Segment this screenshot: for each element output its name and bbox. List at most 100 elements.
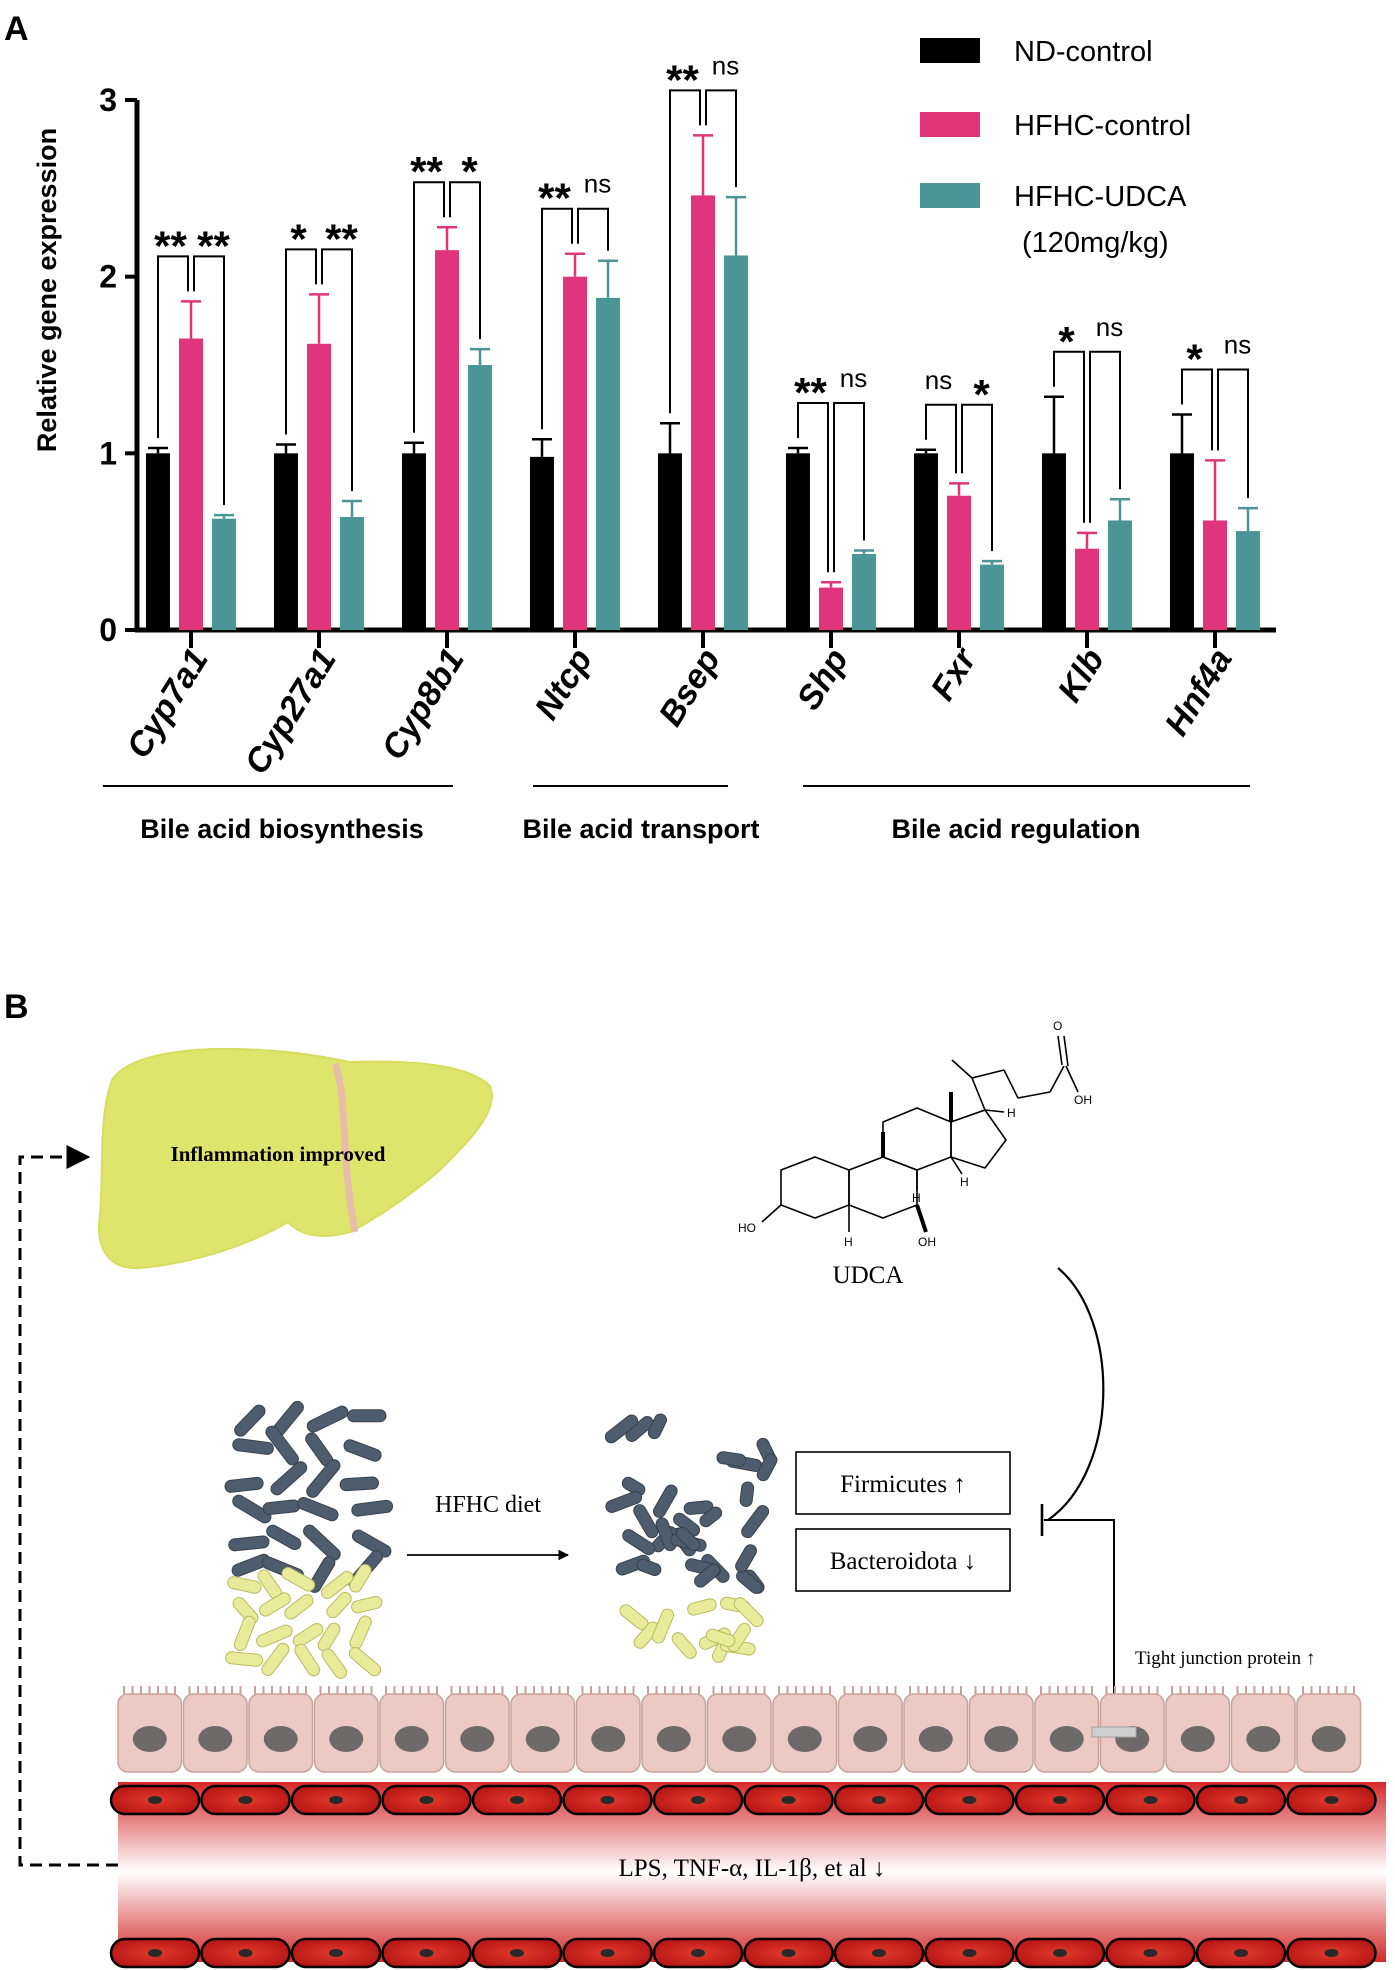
cell-nucleus — [722, 1726, 757, 1752]
cell-nucleus — [853, 1726, 888, 1752]
sig-bracket-left-3 — [541, 207, 573, 430]
cell-nucleus — [525, 1726, 560, 1752]
bacterium-light — [225, 1651, 264, 1667]
rbc-center — [510, 1949, 524, 1957]
bacterium-light — [256, 1624, 293, 1648]
bacterium-light — [261, 1642, 290, 1676]
bacteria-cluster-hfhc — [604, 1413, 778, 1663]
legend-dose: (120mg/kg) — [1022, 227, 1169, 259]
rbc-center — [329, 1796, 343, 1804]
cell-nucleus — [787, 1726, 822, 1752]
rbc-center — [962, 1796, 977, 1804]
bacteroidota-label: Bacteroidota ↓ — [830, 1548, 976, 1575]
rbc-center — [962, 1949, 977, 1957]
rbc-center — [691, 1796, 705, 1804]
rbc-center — [419, 1949, 434, 1957]
legend-label-hfhc-control: HFHC-control — [1014, 110, 1191, 142]
sig-bracket-right-5 — [833, 402, 865, 573]
group-labels: Bile acid biosynthesis Bile acid transpo… — [103, 785, 1250, 844]
bacterium-dark — [270, 1461, 308, 1496]
bacterium-dark — [636, 1558, 662, 1576]
microvilli — [385, 1686, 438, 1694]
bacterium-dark — [343, 1439, 382, 1462]
rbc-center — [691, 1949, 705, 1957]
bar-cyp27a1-hfhc-udca — [340, 516, 364, 630]
bacterium-dark — [262, 1499, 301, 1516]
bacterium-dark — [741, 1505, 770, 1539]
microvilli — [254, 1686, 307, 1694]
bar-fxr-hfhc-udca — [980, 564, 1004, 630]
rbc-center — [872, 1796, 886, 1804]
bacterium-light — [705, 1628, 736, 1648]
sig-label-right-2: * — [461, 148, 478, 195]
udca-label: UDCA — [833, 1262, 904, 1289]
sig-bracket-right-4 — [705, 89, 737, 188]
atom-h-8: H — [912, 1191, 921, 1205]
microvilli — [778, 1686, 831, 1694]
rbc-center — [781, 1796, 796, 1804]
rbc-center — [1324, 1796, 1339, 1804]
liver-label: Inflammation improved — [171, 1142, 386, 1166]
cell-nucleus — [1246, 1726, 1281, 1752]
rbc-center — [1143, 1796, 1158, 1804]
bar-fxr-hfhc-control — [947, 495, 971, 630]
sig-label-left-0: ** — [154, 222, 187, 269]
x-tick-label-shp: Shp — [790, 642, 856, 717]
x-tick-label-hnf4a: Hnf4a — [1157, 642, 1239, 742]
bacterium-dark — [297, 1496, 339, 1522]
bacterium-dark — [699, 1506, 723, 1528]
sig-label-right-6: * — [973, 371, 990, 418]
group-label-regulation: Bile acid regulation — [891, 814, 1140, 844]
blood-vessel: LPS, TNF-α, IL-1β, et al ↓ — [109, 1782, 1386, 1969]
rbc-center — [148, 1796, 162, 1804]
bacterium-dark — [652, 1484, 678, 1518]
bacterium-light — [321, 1648, 348, 1679]
x-tick-label-cyp27a1: Cyp27a1 — [237, 642, 343, 781]
bacterium-dark — [339, 1476, 379, 1492]
bacteria-cluster-healthy — [224, 1400, 394, 1679]
udca-molecule — [761, 1035, 1079, 1233]
bar-ntcp-nd-control — [530, 456, 554, 630]
bacterium-light — [281, 1567, 316, 1592]
microvilli — [1040, 1686, 1093, 1694]
bacterium-light — [671, 1632, 697, 1660]
bacterium-dark — [306, 1459, 341, 1498]
tight-junction-inhibition — [1044, 1519, 1120, 1738]
bar-klb-hfhc-udca — [1108, 520, 1132, 630]
sig-label-right-5: ns — [840, 363, 867, 393]
rbc-center — [872, 1949, 886, 1957]
bar-cyp7a1-hfhc-udca — [212, 518, 236, 630]
bacterium-dark — [234, 1404, 266, 1437]
microvilli — [712, 1686, 766, 1694]
atom-oh-acid: OH — [1074, 1093, 1092, 1107]
microvilli — [450, 1686, 504, 1694]
rbc-center — [781, 1949, 796, 1957]
legend-swatch-hfhc-control — [920, 112, 980, 137]
sig-bracket-left-1 — [285, 248, 317, 435]
rbc-center — [600, 1949, 615, 1957]
bacteroidota-box — [795, 1528, 1011, 1592]
panel-b-letter: B — [4, 988, 29, 1026]
bacterium-dark — [739, 1481, 755, 1508]
sig-bracket-left-4 — [669, 89, 701, 414]
rbc-center — [329, 1949, 343, 1957]
sig-bracket-left-5 — [797, 402, 829, 573]
microvilli — [1302, 1686, 1355, 1694]
legend-swatch-nd-control — [920, 38, 980, 63]
bacterium-dark — [683, 1500, 714, 1515]
sig-bracket-right-2 — [449, 181, 481, 340]
atom-ho-3: HO — [738, 1221, 756, 1235]
udca-inhibition-curve — [1047, 1267, 1105, 1521]
atom-h-14: H — [960, 1175, 969, 1189]
sig-label-left-6: ns — [925, 365, 952, 395]
x-tick-label-cyp8b1: Cyp8b1 — [374, 642, 471, 766]
bacterium-light — [294, 1643, 321, 1677]
cell-nucleus — [918, 1726, 953, 1752]
x-tick-label-cyp7a1: Cyp7a1 — [119, 642, 215, 765]
bar-bsep-hfhc-control — [691, 195, 715, 630]
bacterium-dark — [605, 1491, 643, 1513]
sig-bracket-right-0 — [193, 255, 225, 506]
bacterium-dark — [347, 1409, 387, 1423]
